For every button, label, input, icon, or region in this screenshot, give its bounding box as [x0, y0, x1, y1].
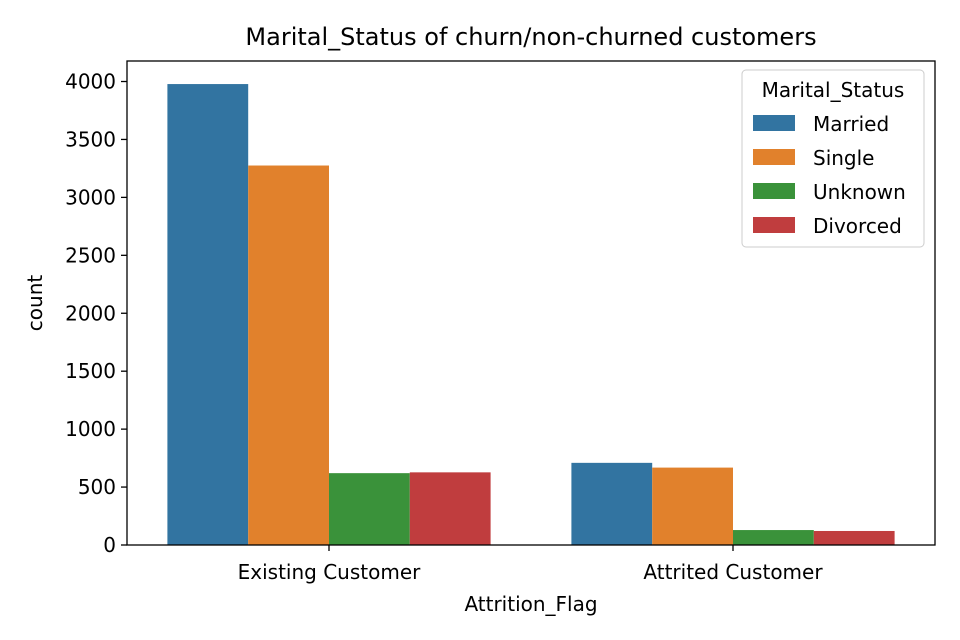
legend-box [741, 69, 925, 248]
bar-divorced-attrited-customer [813, 530, 895, 545]
y-tick-label: 3000 [65, 185, 116, 209]
chart-title: Marital_Status of churn/non-churned cust… [245, 23, 816, 51]
x-tick-label: Existing Customer [238, 560, 422, 584]
legend: Marital_Status Married Single Unknown Divor… [741, 69, 925, 248]
legend-items: Married Single Unknown Divorced [753, 112, 906, 238]
legend-title: Marital_Status [762, 78, 905, 102]
legend-label-married: Married [813, 112, 889, 136]
y-tick-label: 1500 [65, 359, 116, 383]
y-tick-label: 0 [103, 533, 116, 557]
legend-label-divorced: Divorced [813, 214, 902, 238]
x-axis-label: Attrition_Flag [464, 592, 597, 616]
legend-swatch-single [753, 149, 795, 165]
bar-unknown-existing-customer [329, 473, 410, 545]
bar-married-existing-customer [167, 84, 249, 545]
y-tick-label: 1000 [65, 417, 116, 441]
bar-unknown-attrited-customer [733, 530, 814, 545]
y-tick-label: 4000 [65, 70, 116, 94]
y-tick-label: 3500 [65, 127, 116, 151]
legend-label-single: Single [813, 146, 874, 170]
y-axis-ticks: 0 500 1000 1500 2000 2500 3000 3500 4000 [65, 70, 127, 557]
bar-single-attrited-customer [652, 467, 733, 545]
legend-label-unknown: Unknown [813, 180, 906, 204]
y-tick-label: 500 [78, 475, 116, 499]
legend-swatch-divorced [753, 217, 795, 233]
legend-swatch-married [753, 115, 795, 131]
plot-frame [126, 60, 936, 546]
bar-divorced-existing-customer [409, 472, 491, 545]
x-tick-label: Attrited Customer [643, 560, 823, 584]
legend-swatch-unknown [753, 183, 795, 199]
y-tick-label: 2500 [65, 243, 116, 267]
y-tick-label: 2000 [65, 301, 116, 325]
bar-single-existing-customer [248, 165, 329, 545]
bars-group [167, 84, 895, 545]
bar-married-attrited-customer [571, 462, 653, 545]
x-axis-ticks: Existing Customer Attrited Customer [238, 545, 823, 584]
y-axis-label: count [23, 275, 47, 332]
